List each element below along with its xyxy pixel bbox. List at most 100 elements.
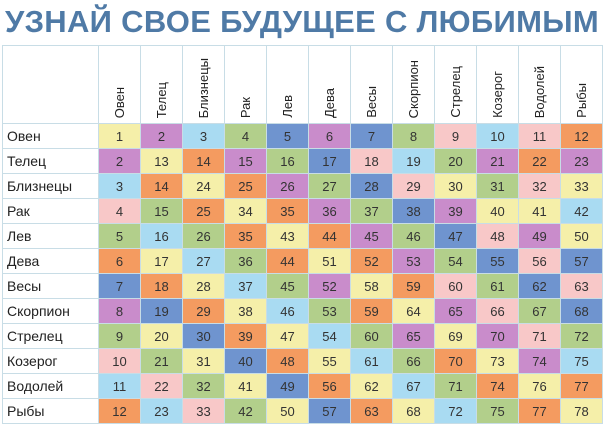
compatibility-cell: 56 — [518, 248, 561, 274]
compatibility-cell: 13 — [140, 148, 183, 174]
compatibility-cell: 20 — [434, 148, 477, 174]
table-row: Рыбы 12 23 33 42 50 57 63 68 72 75 77 78 — [2, 398, 603, 424]
compatibility-cell: 55 — [476, 248, 519, 274]
compatibility-cell: 29 — [182, 298, 225, 324]
column-header: Рыбы — [560, 45, 603, 124]
compatibility-cell: 37 — [224, 273, 267, 299]
compatibility-cell: 72 — [560, 323, 603, 349]
column-header-label: Весы — [364, 86, 379, 118]
compatibility-cell: 68 — [392, 398, 435, 424]
compatibility-cell: 36 — [308, 198, 351, 224]
compatibility-cell: 43 — [266, 223, 309, 249]
compatibility-cell: 59 — [350, 298, 393, 324]
compatibility-cell: 50 — [266, 398, 309, 424]
header-row: Овен Телец Близнецы Рак Лев Дева Весы Скорпион С… — [2, 45, 603, 124]
compatibility-cell: 57 — [560, 248, 603, 274]
compatibility-cell: 53 — [308, 298, 351, 324]
column-header-label: Дева — [322, 87, 337, 118]
compatibility-cell: 27 — [182, 248, 225, 274]
compatibility-cell: 63 — [560, 273, 603, 299]
compatibility-cell: 21 — [476, 148, 519, 174]
column-header-label: Рыбы — [574, 83, 589, 118]
compatibility-cell: 66 — [476, 298, 519, 324]
compatibility-cell: 42 — [560, 198, 603, 224]
column-header: Козерог — [476, 45, 519, 124]
compatibility-cell: 4 — [98, 198, 141, 224]
compatibility-cell: 40 — [476, 198, 519, 224]
column-header: Овен — [98, 45, 141, 124]
compatibility-cell: 50 — [560, 223, 603, 249]
compatibility-cell: 46 — [392, 223, 435, 249]
compatibility-cell: 23 — [560, 148, 603, 174]
compatibility-cell: 39 — [434, 198, 477, 224]
compatibility-cell: 19 — [392, 148, 435, 174]
compatibility-cell: 35 — [224, 223, 267, 249]
compatibility-cell: 17 — [140, 248, 183, 274]
row-label: Козерог — [2, 348, 99, 374]
compatibility-cell: 9 — [98, 323, 141, 349]
table-row: Стрелец 9 20 30 39 47 54 60 65 69 70 71 72 — [2, 323, 603, 349]
column-header: Телец — [140, 45, 183, 124]
compatibility-cell: 68 — [560, 298, 603, 324]
compatibility-cell: 33 — [560, 173, 603, 199]
compatibility-cell: 14 — [182, 148, 225, 174]
column-header-label: Овен — [112, 86, 127, 118]
compatibility-cell: 11 — [518, 123, 561, 149]
compatibility-cell: 16 — [266, 148, 309, 174]
compatibility-cell: 3 — [98, 173, 141, 199]
compatibility-cell: 47 — [266, 323, 309, 349]
compatibility-cell: 2 — [98, 148, 141, 174]
compatibility-cell: 37 — [350, 198, 393, 224]
column-header-label: Скорпион — [406, 59, 421, 118]
compatibility-cell: 28 — [182, 273, 225, 299]
compatibility-cell: 36 — [224, 248, 267, 274]
compatibility-cell: 12 — [560, 123, 603, 149]
compatibility-cell: 49 — [266, 373, 309, 399]
column-header-label: Козерог — [490, 71, 505, 118]
table-row: Скорпион 8 19 29 38 46 53 59 64 65 66 67 68 — [2, 298, 603, 324]
table-row: Лев 5 16 26 35 43 44 45 46 47 48 49 50 — [2, 223, 603, 249]
compatibility-cell: 62 — [518, 273, 561, 299]
row-label: Скорпион — [2, 298, 99, 324]
compatibility-cell: 46 — [266, 298, 309, 324]
compatibility-cell: 6 — [98, 248, 141, 274]
compatibility-cell: 24 — [182, 173, 225, 199]
compatibility-cell: 2 — [140, 123, 183, 149]
compatibility-cell: 31 — [182, 348, 225, 374]
compatibility-cell: 5 — [98, 223, 141, 249]
compatibility-cell: 9 — [434, 123, 477, 149]
page-title: УЗНАЙ СВОЕ БУДУЩЕЕ С ЛЮБИМЫМ — [5, 4, 599, 39]
compatibility-cell: 67 — [518, 298, 561, 324]
compatibility-cell: 41 — [518, 198, 561, 224]
compatibility-cell: 25 — [224, 173, 267, 199]
compatibility-cell: 32 — [518, 173, 561, 199]
compatibility-cell: 7 — [350, 123, 393, 149]
compatibility-cell: 63 — [350, 398, 393, 424]
compatibility-cell: 18 — [350, 148, 393, 174]
compatibility-cell: 10 — [98, 348, 141, 374]
column-header: Близнецы — [182, 45, 225, 124]
compatibility-cell: 32 — [182, 373, 225, 399]
compatibility-cell: 49 — [518, 223, 561, 249]
compatibility-cell: 6 — [308, 123, 351, 149]
table-row: Телец 2 13 14 15 16 17 18 19 20 21 22 23 — [2, 148, 603, 174]
compatibility-cell: 62 — [350, 373, 393, 399]
row-label: Близнецы — [2, 173, 99, 199]
compatibility-cell: 56 — [308, 373, 351, 399]
compatibility-cell: 60 — [350, 323, 393, 349]
compatibility-cell: 38 — [392, 198, 435, 224]
compatibility-cell: 70 — [476, 323, 519, 349]
compatibility-cell: 15 — [224, 148, 267, 174]
compatibility-cell: 70 — [434, 348, 477, 374]
table-row: Водолей 11 22 32 41 49 56 62 67 71 74 76 77 — [2, 373, 603, 399]
row-label: Стрелец — [2, 323, 99, 349]
compatibility-cell: 77 — [518, 398, 561, 424]
compatibility-cell: 4 — [224, 123, 267, 149]
compatibility-cell: 26 — [266, 173, 309, 199]
compatibility-cell: 45 — [266, 273, 309, 299]
compatibility-cell: 23 — [140, 398, 183, 424]
compatibility-cell: 25 — [182, 198, 225, 224]
table-row: Овен 1 2 3 4 5 6 7 8 9 10 11 12 — [2, 123, 603, 149]
compatibility-cell: 18 — [140, 273, 183, 299]
compatibility-cell: 48 — [476, 223, 519, 249]
